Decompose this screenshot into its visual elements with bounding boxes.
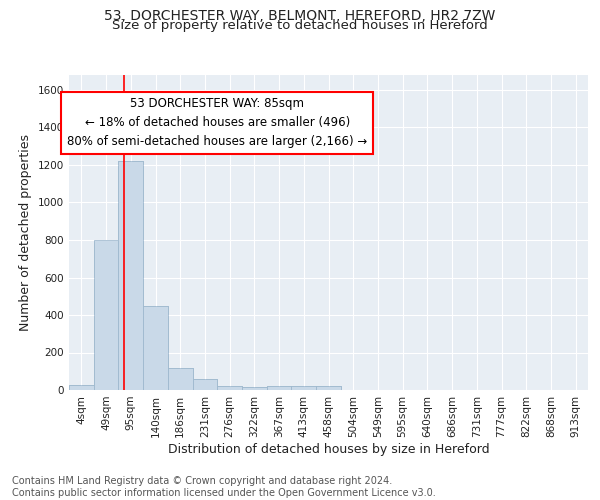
Bar: [168, 368, 193, 390]
Bar: [316, 386, 341, 390]
Bar: [316, 386, 341, 390]
Bar: [267, 386, 292, 390]
Bar: [118, 161, 143, 390]
Y-axis label: Number of detached properties: Number of detached properties: [19, 134, 32, 331]
Text: 53 DORCHESTER WAY: 85sqm
← 18% of detached houses are smaller (496)
80% of semi-: 53 DORCHESTER WAY: 85sqm ← 18% of detach…: [67, 98, 367, 148]
Text: Contains HM Land Registry data © Crown copyright and database right 2024.
Contai: Contains HM Land Registry data © Crown c…: [12, 476, 436, 498]
Bar: [217, 386, 242, 390]
Bar: [69, 385, 94, 390]
Bar: [292, 386, 316, 390]
Text: 53, DORCHESTER WAY, BELMONT, HEREFORD, HR2 7ZW: 53, DORCHESTER WAY, BELMONT, HEREFORD, H…: [104, 9, 496, 23]
Bar: [217, 386, 242, 390]
Text: Size of property relative to detached houses in Hereford: Size of property relative to detached ho…: [112, 19, 488, 32]
Bar: [118, 161, 143, 390]
Bar: [94, 240, 118, 390]
Bar: [242, 387, 267, 390]
Bar: [267, 386, 292, 390]
Bar: [193, 379, 217, 390]
Bar: [94, 240, 118, 390]
Bar: [292, 386, 316, 390]
X-axis label: Distribution of detached houses by size in Hereford: Distribution of detached houses by size …: [167, 442, 490, 456]
Bar: [193, 379, 217, 390]
Bar: [168, 368, 193, 390]
Bar: [242, 387, 267, 390]
Bar: [69, 385, 94, 390]
Bar: [143, 306, 168, 390]
Bar: [143, 306, 168, 390]
